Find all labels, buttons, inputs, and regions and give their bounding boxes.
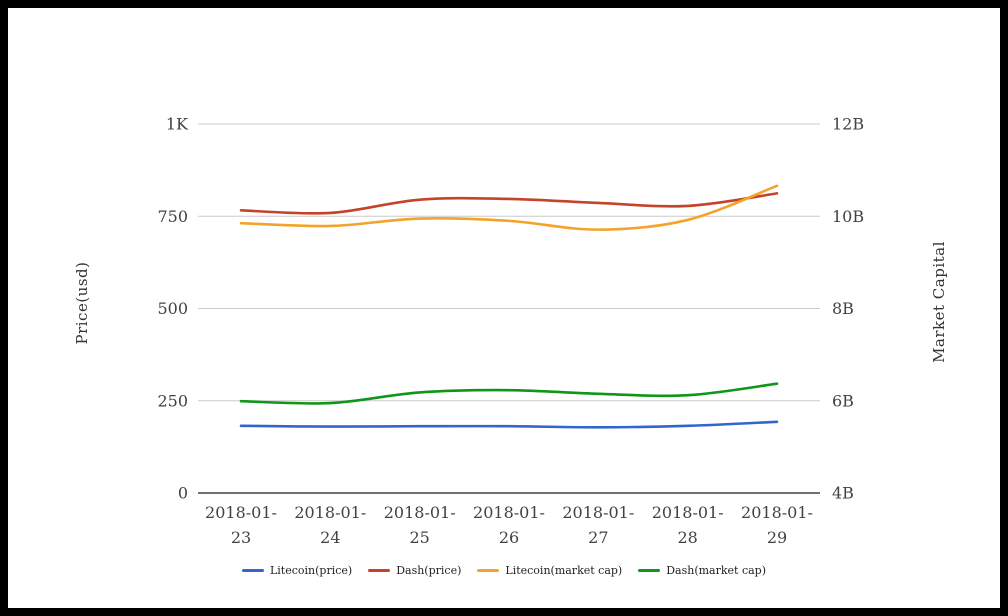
x-axis-tick-label: 24 [320,528,340,547]
x-axis-tick-label: 2018-01- [473,503,545,522]
chart-legend: Litecoin(price) Dash(price) Litecoin(mar… [8,564,1000,577]
series-line-litecoin-price[interactable] [239,420,779,429]
legend-label: Dash(market cap) [666,564,767,577]
line-swatch-icon [477,569,500,572]
series-line-litecoin-market-cap[interactable] [239,184,779,231]
legend-label: Litecoin(price) [269,564,353,577]
legend-item-dash-market-cap[interactable]: Dash(market cap) [638,564,766,577]
left-axis-tick-label: 500 [157,299,188,318]
left-axis-tick-label: 1K [166,115,189,134]
legend-item-dash-price[interactable]: Dash(price) [368,564,461,577]
x-axis-tick-label: 2018-01- [562,503,634,522]
x-axis-tick-label: 2018-01- [384,503,456,522]
left-axis-tick-label: 0 [178,484,188,503]
left-axis-tick-label: 250 [157,391,188,410]
right-axis-tick-label: 4B [832,484,854,503]
x-axis-tick-label: 28 [677,528,697,547]
right-axis-title: Market Capital [930,241,948,363]
legend-label: Litecoin(market cap) [505,564,623,577]
line-swatch-icon [638,569,661,572]
left-axis-tick-label: 750 [157,207,188,226]
x-axis-tick-label: 2018-01- [741,503,813,522]
right-axis-tick-label: 8B [832,299,854,318]
x-axis-tick-label: 29 [767,528,787,547]
x-axis-tick-label: 26 [499,528,519,547]
right-axis-tick-label: 10B [832,207,864,226]
series-line-dash-market-cap[interactable] [239,382,779,405]
x-axis-tick-label: 27 [588,528,608,547]
left-axis-title: Price(usd) [73,261,91,345]
legend-item-litecoin-market-cap[interactable]: Litecoin(market cap) [477,564,622,577]
dual-axis-line-chart: 0 4B 250 6B 500 8B 750 10B 1K 12B 2018-01- 23 2018-0… [157,115,864,548]
legend-item-litecoin-price[interactable]: Litecoin(price) [241,564,353,577]
x-axis-tick-label: 2018-01- [652,503,724,522]
line-swatch-icon [241,569,264,572]
x-axis-tick-label: 2018-01- [294,503,366,522]
x-axis-tick-label: 23 [231,528,251,547]
x-axis-tick-label: 25 [409,528,429,547]
right-axis-tick-label: 12B [832,115,864,134]
x-axis-tick-label: 2018-01- [205,503,277,522]
right-axis-tick-label: 6B [832,391,854,410]
series-line-dash-price[interactable] [239,192,779,215]
line-swatch-icon [368,569,391,572]
legend-label: Dash(price) [396,564,462,577]
